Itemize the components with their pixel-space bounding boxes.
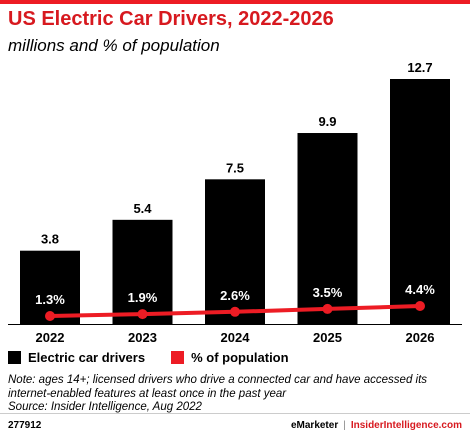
population-label-2024: 2.6% [220, 288, 250, 303]
chart-area: 3.8 2022 5.4 2023 7.5 2024 9.9 2025 12.7 2026 1.3%… [8, 60, 462, 345]
bar-value-label-2022: 3.8 [41, 232, 59, 247]
x-tick-label-2023: 2023 [128, 330, 157, 345]
bar-2024 [205, 179, 265, 324]
source-text: Source: Insider Intelligence, Aug 2022 [8, 401, 202, 413]
bar-value-label-2026: 12.7 [407, 60, 432, 75]
bar-2023 [112, 219, 173, 324]
brand-insider-intelligence: InsiderIntelligence.com [350, 420, 462, 431]
bar-value-label-2023: 5.4 [133, 201, 152, 216]
legend-label-population: % of population [191, 350, 289, 365]
population-point-2023 [137, 309, 148, 320]
legend-item-population: % of population [171, 350, 289, 365]
top-accent-rule [0, 0, 470, 4]
bar-value-label-2024: 7.5 [226, 160, 244, 175]
population-label-2022: 1.3% [35, 292, 65, 307]
x-tick-label-2025: 2025 [313, 330, 342, 345]
chart-subtitle: millions and % of population [8, 36, 220, 55]
bar-2025 [297, 133, 358, 324]
x-tick-label-2024: 2024 [221, 330, 251, 345]
chart-note: Note: ages 14+; licensed drivers who dri… [8, 374, 464, 415]
brand-separator: | [343, 420, 346, 431]
population-label-2025: 3.5% [313, 285, 343, 300]
x-tick-label-2026: 2026 [406, 330, 435, 345]
chart-title: US Electric Car Drivers, 2022-2026 [8, 8, 334, 30]
population-point-2022 [45, 311, 55, 321]
chart-id: 277912 [8, 420, 42, 431]
population-point-2025 [322, 303, 333, 314]
legend-swatch-drivers [8, 351, 21, 364]
note-text: Note: ages 14+; licensed drivers who dri… [8, 374, 428, 400]
population-label-2026: 4.4% [405, 282, 435, 297]
footer-divider [0, 413, 470, 414]
brand-emarketer: eMarketer [290, 420, 339, 431]
legend-label-drivers: Electric car drivers [28, 350, 146, 365]
footer-brand: eMarketer | InsiderIntelligence.com [291, 420, 462, 431]
legend: Electric car drivers % of population [8, 350, 315, 365]
population-point-2026 [415, 301, 425, 311]
population-point-2024 [230, 306, 240, 317]
population-label-2023: 1.9% [128, 290, 158, 305]
legend-item-drivers: Electric car drivers [8, 350, 145, 365]
bar-2026 [390, 79, 450, 324]
x-tick-label-2022: 2022 [36, 330, 65, 345]
bar-value-label-2025: 9.9 [318, 114, 336, 129]
legend-swatch-population [171, 351, 185, 364]
